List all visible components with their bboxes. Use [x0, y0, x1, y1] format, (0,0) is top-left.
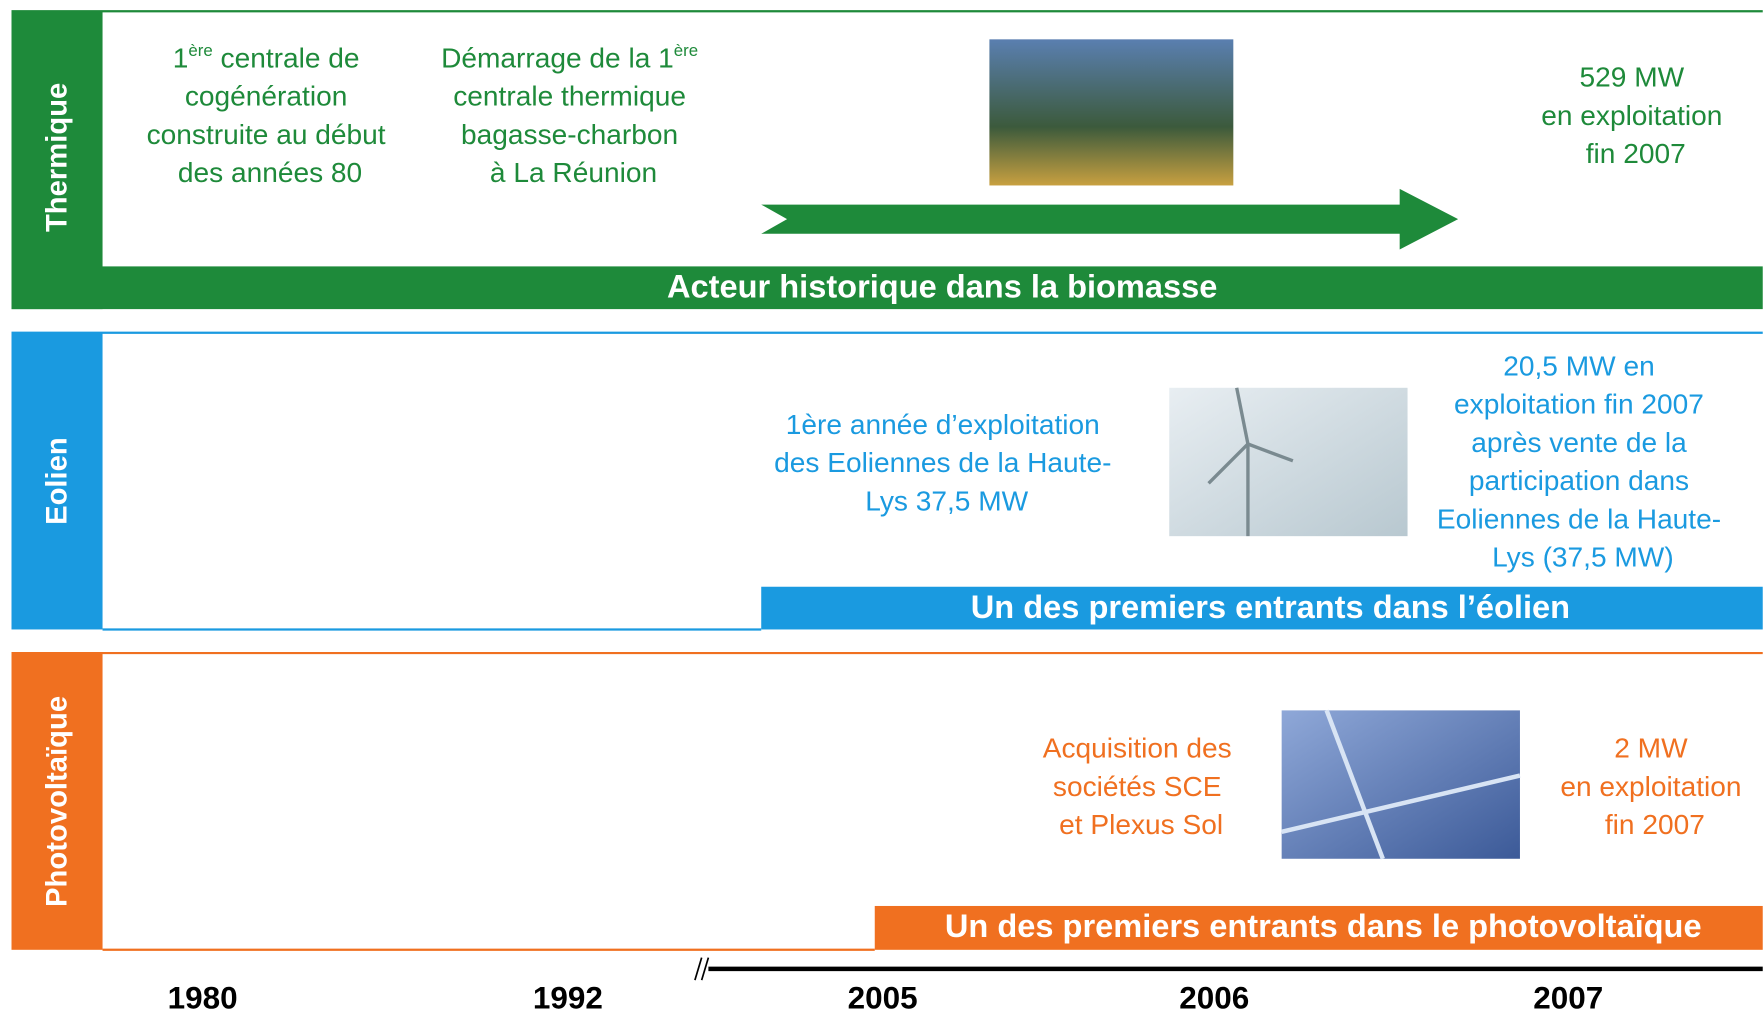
note-line: bagasse-charbon [461, 119, 678, 150]
note-line: fin 2007 [1586, 138, 1686, 169]
note-line: Lys 37,5 MW [865, 485, 1028, 516]
banner-text: Un des premiers entrants dans l’éolien [971, 588, 1570, 625]
arrow [761, 189, 1458, 250]
note-line: 20,5 MW en [1503, 350, 1654, 381]
note-line: Démarrage de la 1 [441, 42, 674, 73]
note-line: centrale de [213, 42, 360, 73]
note: 1ère année d’exploitation des Eoliennes … [774, 409, 1119, 516]
note-line: 1ère année d’exploitation [786, 409, 1100, 440]
row-label: Thermique [41, 83, 73, 232]
note-line: en exploitation [1541, 100, 1722, 131]
row-eolien: Eolien Un des premiers entrants dans l’é… [12, 333, 1763, 630]
break-mark [702, 958, 709, 980]
note-line: Eoliennes de la Haute- [1437, 503, 1721, 534]
note-line: centrale thermique [453, 81, 686, 112]
slide: Thermique Acteur historique dans la biom… [0, 0, 1763, 1015]
row-photovoltaique: Photovoltaïque Un des premiers entrants … [12, 653, 1763, 950]
note: 2 MW en exploitation fin 2007 [1560, 733, 1749, 840]
note-line: fin 2007 [1605, 809, 1705, 840]
note-line: 1 [173, 42, 189, 73]
year-label: 1992 [533, 980, 603, 1015]
note-sup: ère [674, 41, 698, 60]
note-line: Acquisition des [1043, 733, 1232, 764]
row-label: Eolien [41, 437, 73, 525]
note: 1ère centrale de cogénération construite… [147, 41, 394, 188]
row-thermique: Thermique Acteur historique dans la biom… [12, 11, 1763, 309]
note-line: et Plexus Sol [1059, 809, 1223, 840]
photo-plant [989, 39, 1233, 185]
note: 529 MW en exploitation fin 2007 [1541, 62, 1730, 169]
note-line: exploitation fin 2007 [1454, 389, 1704, 420]
row-label: Photovoltaïque [41, 696, 73, 907]
note-line: en exploitation [1560, 771, 1741, 802]
note-line: des années 80 [178, 157, 362, 188]
banner-text: Acteur historique dans la biomasse [667, 267, 1217, 304]
note-line: sociétés SCE [1053, 771, 1222, 802]
note-line: des Eoliennes de la Haute- [774, 447, 1111, 478]
note-line: 2 MW [1614, 733, 1688, 764]
note-line: 529 MW [1580, 62, 1685, 93]
note: Démarrage de la 1ère centrale thermique … [441, 31, 706, 188]
note: 20,5 MW en exploitation fin 2007 après v… [1437, 350, 1729, 572]
year-label: 2006 [1179, 980, 1249, 1015]
year-label: 2005 [848, 980, 918, 1015]
note-line: après vente de la [1471, 427, 1687, 458]
year-label: 2007 [1533, 980, 1603, 1015]
timeline: 1980 1992 2005 2006 2007 [168, 958, 1763, 1015]
note-sup: ère [188, 41, 212, 60]
note-line: Lys (37,5 MW) [1492, 542, 1674, 573]
photo-wind [1169, 388, 1407, 536]
break-mark [695, 958, 702, 980]
note-line: à La Réunion [490, 157, 657, 188]
year-label: 1980 [168, 980, 238, 1015]
note-line: construite au début [147, 119, 386, 150]
banner-text: Un des premiers entrants dans le photovo… [945, 907, 1702, 944]
note: Acquisition des sociétés SCE et Plexus S… [1043, 733, 1240, 840]
note-line: participation dans [1469, 465, 1689, 496]
note-line: cogénération [185, 81, 347, 112]
